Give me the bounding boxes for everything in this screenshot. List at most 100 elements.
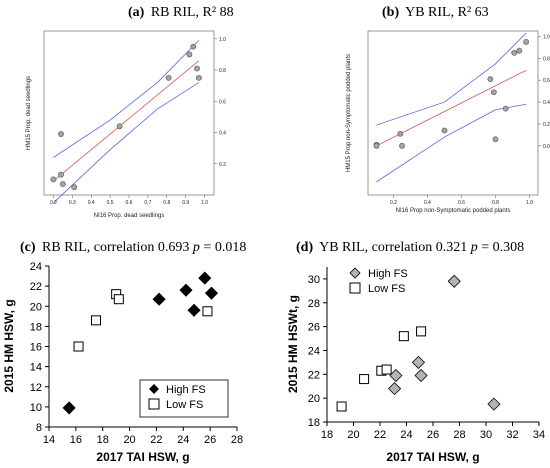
- data-point: [441, 127, 448, 134]
- panel-b-title: (b) YB RIL, R² 63: [382, 5, 489, 20]
- panel-d-xlabel: 2017 TAI HSW, g: [386, 450, 479, 464]
- y-tick-label: 1.0: [543, 34, 550, 40]
- data-point: [58, 131, 64, 137]
- x-tick-label: 1.0: [201, 200, 208, 206]
- data-point: [165, 74, 172, 81]
- y-tick-label: 0.4: [543, 100, 550, 106]
- x-tick-label: 24: [400, 429, 412, 441]
- data-point: [487, 76, 494, 83]
- legend-diamond-icon: [149, 384, 159, 394]
- x-tick-label: 0.8: [492, 200, 499, 206]
- high-fs-point: [388, 382, 402, 396]
- x-tick-label: 16: [70, 434, 82, 446]
- low-fs-point: [416, 326, 427, 337]
- y-tick-label: 12: [30, 382, 42, 394]
- high-fs-point: [487, 397, 501, 411]
- low-fs-point: [202, 306, 213, 317]
- data-point: [59, 181, 66, 187]
- panel-a: 0.2 0.3 0.4 0.5 0.6 0.7 0.8 0.9 1.0 0.2 0.4 0.6 0.8 1…: [26, 30, 226, 219]
- ci-lower-line: [376, 103, 527, 183]
- panel-c-legend-high-label: High FS: [166, 384, 206, 396]
- panel-b-xlabel: NI16 Prop non-Symptomatic podded plants: [396, 208, 511, 214]
- y-tick-label: 20: [308, 393, 320, 405]
- legend-diamond-gray-icon: [349, 267, 361, 279]
- x-tick-label: 28: [231, 434, 243, 446]
- x-tick-label: 0.2: [390, 200, 397, 206]
- panel-d-title: (d) YB RIL, correlation 0.321 p = 0.308: [296, 240, 524, 255]
- low-fs-point: [381, 364, 392, 375]
- x-tick-label: 0.9: [182, 200, 189, 206]
- data-point: [399, 142, 405, 149]
- panel-c-title: (c) RB RIL, correlation 0.693 p = 0.018: [20, 240, 246, 255]
- y-tick-label: 0.2: [219, 162, 226, 168]
- y-tick-label: 0.8: [219, 68, 226, 74]
- panel-c-legend-low: Low FS: [148, 398, 203, 411]
- panel-c: 14 16 18 20 22 24 26 28 8 10 12 14 16 18 20 22 24 2017 T…: [2, 261, 243, 464]
- y-tick-label: 0.6: [219, 99, 226, 105]
- high-fs-point: [62, 401, 76, 415]
- y-tick-label: 18: [30, 321, 42, 333]
- x-tick-label: 0.8: [163, 200, 170, 206]
- y-tick-label: 26: [308, 322, 320, 334]
- x-tick-label: 0.5: [107, 200, 114, 206]
- low-fs-point: [336, 401, 347, 412]
- data-point: [194, 65, 200, 72]
- panel-c-xlabel: 2017 TAI HSW, g: [96, 450, 189, 464]
- y-tick-label: 16: [30, 342, 42, 354]
- x-tick-label: 32: [506, 429, 518, 441]
- y-tick-label: 24: [308, 345, 320, 357]
- high-fs-point: [198, 271, 212, 285]
- panel-d-ylabel: 2015 HM HSWt, g: [286, 295, 300, 393]
- x-tick-label: 22: [374, 429, 386, 441]
- data-point: [523, 39, 529, 45]
- high-fs-point: [414, 368, 428, 383]
- panel-d-legend-high-label: High FS: [368, 268, 408, 280]
- ci-lower-line: [53, 82, 200, 204]
- panel-c-legend-low-label: Low FS: [166, 399, 203, 411]
- y-tick-label: 24: [30, 261, 42, 273]
- high-fs-point: [187, 303, 201, 317]
- y-tick-label: 18: [308, 417, 320, 429]
- x-tick-label: 18: [97, 434, 109, 446]
- data-point: [186, 51, 193, 58]
- x-tick-label: 0.6: [458, 200, 465, 206]
- x-tick-label: 26: [427, 429, 439, 441]
- data-point: [397, 130, 404, 137]
- y-tick-label: 28: [308, 298, 320, 310]
- low-fs-point: [73, 341, 84, 352]
- y-tick-label: 0.2: [543, 122, 550, 128]
- x-tick-label: 28: [453, 429, 465, 441]
- x-tick-label: 34: [533, 429, 545, 441]
- panel-a-xlabel: NI16 Prop. dead seedlings: [94, 213, 165, 219]
- panel-c-ylabel: 2015 HM HSW, g: [2, 299, 16, 392]
- panel-c-legend-high: High FS: [149, 384, 206, 396]
- y-tick-label: 30: [308, 274, 320, 286]
- y-tick-label: 22: [308, 369, 320, 381]
- y-tick-label: 0.6: [543, 78, 550, 84]
- x-tick-label: 0.6: [126, 200, 133, 206]
- data-point: [116, 123, 123, 130]
- data-point: [502, 105, 509, 112]
- data-point: [490, 89, 497, 96]
- y-tick-label: 0.0: [543, 144, 550, 150]
- x-tick-label: 0.4: [88, 200, 95, 206]
- data-point: [50, 176, 57, 183]
- panel-a-title: (a) RB RIL, R² 88: [128, 5, 234, 20]
- legend-square-icon: [148, 398, 160, 410]
- y-tick-label: 0.8: [543, 56, 550, 62]
- x-tick-label: 30: [480, 429, 492, 441]
- low-fs-point: [91, 315, 101, 326]
- data-point: [516, 47, 523, 54]
- y-tick-label: 20: [30, 301, 42, 313]
- high-fs-point: [411, 355, 425, 369]
- panel-b-frame: [367, 30, 539, 196]
- data-point: [511, 49, 518, 56]
- panel-d-legend-low-label: Low FS: [368, 283, 405, 295]
- x-tick-label: 18: [321, 429, 333, 441]
- data-point: [71, 184, 78, 191]
- x-tick-label: 24: [177, 434, 189, 446]
- panel-d-legend-low: Low FS: [349, 282, 405, 295]
- ci-upper-line: [53, 40, 200, 158]
- y-tick-label: 0.4: [219, 131, 226, 137]
